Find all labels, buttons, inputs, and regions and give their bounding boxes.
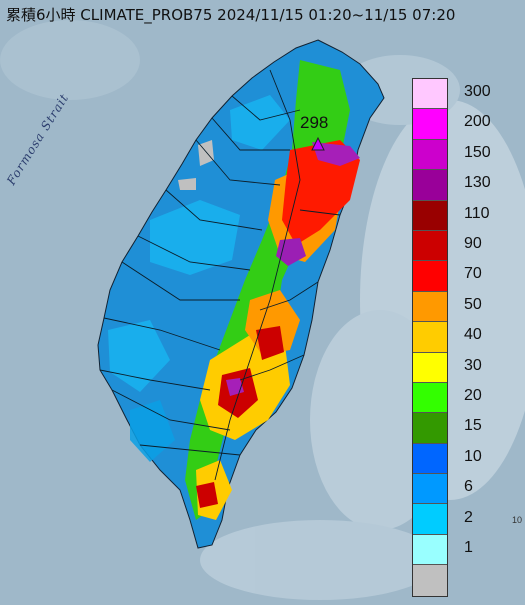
legend-label: 200 <box>464 113 491 131</box>
legend-swatch <box>413 565 447 596</box>
legend-label: 110 <box>464 204 490 222</box>
color-legend <box>412 78 448 597</box>
legend-swatch <box>413 109 447 140</box>
legend-label: 20 <box>464 387 482 404</box>
legend-label: 6 <box>464 478 473 496</box>
legend-swatch <box>413 443 447 475</box>
legend-label: 150 <box>464 143 491 161</box>
max-marker-triangle <box>311 136 325 151</box>
legend-label: 1 <box>464 539 473 556</box>
legend-swatch <box>413 230 447 262</box>
legend-swatch <box>413 291 447 323</box>
legend-label: 300 <box>464 83 491 100</box>
legend-swatch <box>413 352 447 383</box>
legend-swatch <box>413 382 447 414</box>
legend-swatch <box>413 139 447 171</box>
legend-label: 70 <box>464 265 482 283</box>
legend-swatch <box>413 413 447 444</box>
legend-swatch <box>413 504 447 535</box>
legend-label: 2 <box>464 508 473 526</box>
legend-label: 15 <box>464 417 482 435</box>
legend-swatch <box>413 534 447 566</box>
legend-swatch <box>413 200 447 231</box>
map-title: 累積6小時 CLIMATE_PROB75 2024/11/15 01:20~11… <box>6 6 456 24</box>
legend-swatch <box>413 322 447 353</box>
extreme-rain-zones <box>226 142 360 396</box>
legend-label: 130 <box>464 174 491 192</box>
legend-swatch <box>413 261 447 292</box>
legend-swatch <box>413 474 447 505</box>
legend-swatch <box>413 170 447 201</box>
legend-label: 10 <box>464 447 482 465</box>
legend-label: 30 <box>464 356 482 374</box>
edge-tick-label: 10 <box>512 515 523 525</box>
legend-label: 90 <box>464 235 482 252</box>
light-rain-zones <box>108 95 290 462</box>
county-boundaries <box>99 69 341 481</box>
legend-label: 50 <box>464 295 482 313</box>
legend-swatch <box>413 79 447 110</box>
max-value-label: 298 <box>300 113 329 132</box>
legend-label: 40 <box>464 326 482 344</box>
